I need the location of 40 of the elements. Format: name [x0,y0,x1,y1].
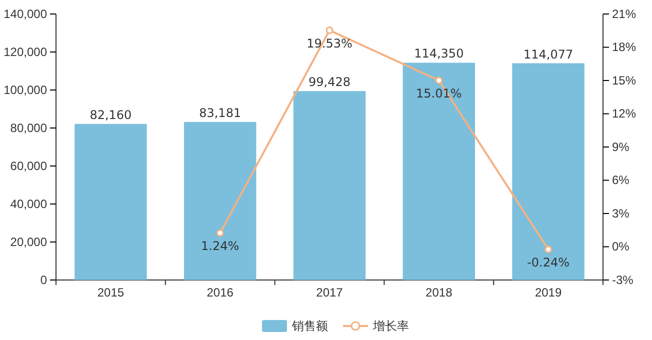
y-tick-label: 40,000 [10,196,48,211]
y2-tick-label: 0% [612,240,630,254]
y2-tick-label: 9% [612,140,630,154]
bar [184,122,256,280]
y-tick-label: 0 [40,272,48,287]
point [216,229,224,237]
point [544,246,552,254]
y-tick-label: 100,000 [4,82,48,97]
bar [402,62,475,280]
y2-tick-label: -3% [612,272,634,287]
bar [293,91,366,280]
legend-label: 增长率 [372,319,409,333]
y2-tick-label: 18% [612,40,636,54]
data-label: -0.24% [527,255,570,270]
y-tick-label: 60,000 [10,158,48,173]
data-label: 1.24% [201,239,240,254]
data-label: 114,350 [414,46,464,61]
y2-tick-label: 21% [612,6,636,21]
bar [512,63,584,280]
x-tick-label: 2017 [316,286,344,300]
x-tick-label: 2018 [426,286,453,300]
data-label: 99,428 [308,75,350,90]
y-tick-label: 80,000 [10,120,48,135]
x-tick-label: 2019 [534,286,562,300]
point [435,76,443,84]
data-label: 82,160 [90,108,132,122]
x-tick-label: 2016 [206,286,234,300]
point [326,26,334,34]
y-tick-label: 20,000 [10,234,48,249]
legend-label: 销售额 [291,319,328,333]
y2-tick-label: 3% [612,206,630,220]
bar [74,124,147,280]
x-tick-label: 2015 [97,286,124,300]
y-tick-label: 120,000 [4,44,48,59]
data-label: 114,077 [523,47,574,62]
y2-tick-label: 12% [612,106,636,121]
data-label: 83,181 [199,106,242,120]
y-tick-label: 140,000 [4,6,48,21]
y2-tick-label: 15% [612,73,636,88]
y2-tick-label: 6% [612,173,630,188]
